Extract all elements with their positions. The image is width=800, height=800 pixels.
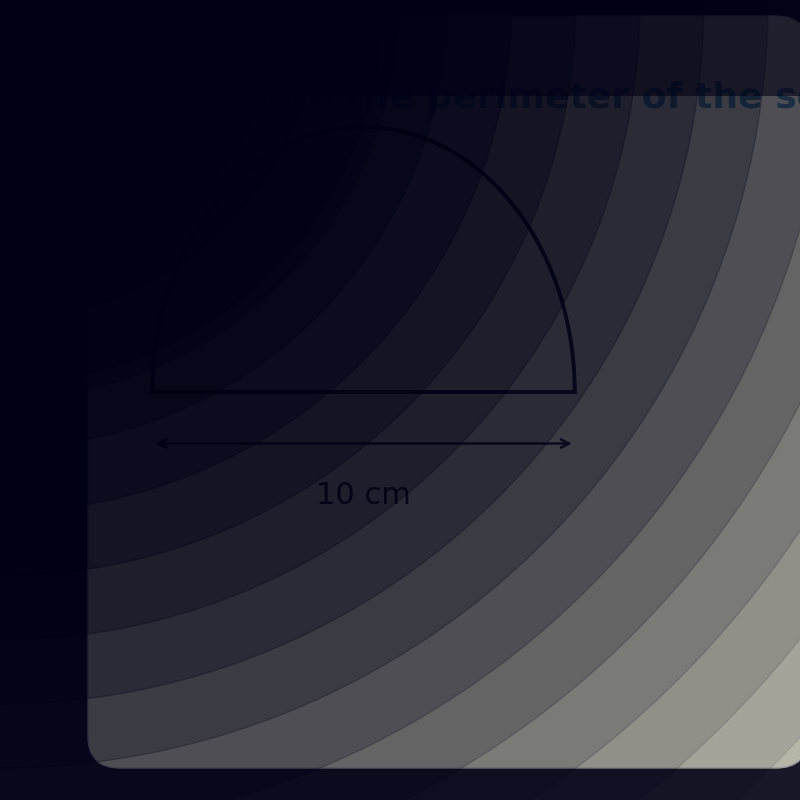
Circle shape <box>0 0 320 320</box>
Circle shape <box>0 0 192 192</box>
Circle shape <box>0 0 512 512</box>
Circle shape <box>0 0 128 128</box>
Circle shape <box>0 0 704 704</box>
Circle shape <box>0 0 256 256</box>
Circle shape <box>0 0 448 448</box>
Circle shape <box>0 0 640 640</box>
Circle shape <box>0 0 384 384</box>
Circle shape <box>0 0 768 768</box>
Circle shape <box>0 0 576 576</box>
Circle shape <box>0 0 64 64</box>
Text: Calculate the perimeter of the se: Calculate the perimeter of the se <box>146 81 800 114</box>
Text: 10 cm: 10 cm <box>316 481 411 510</box>
